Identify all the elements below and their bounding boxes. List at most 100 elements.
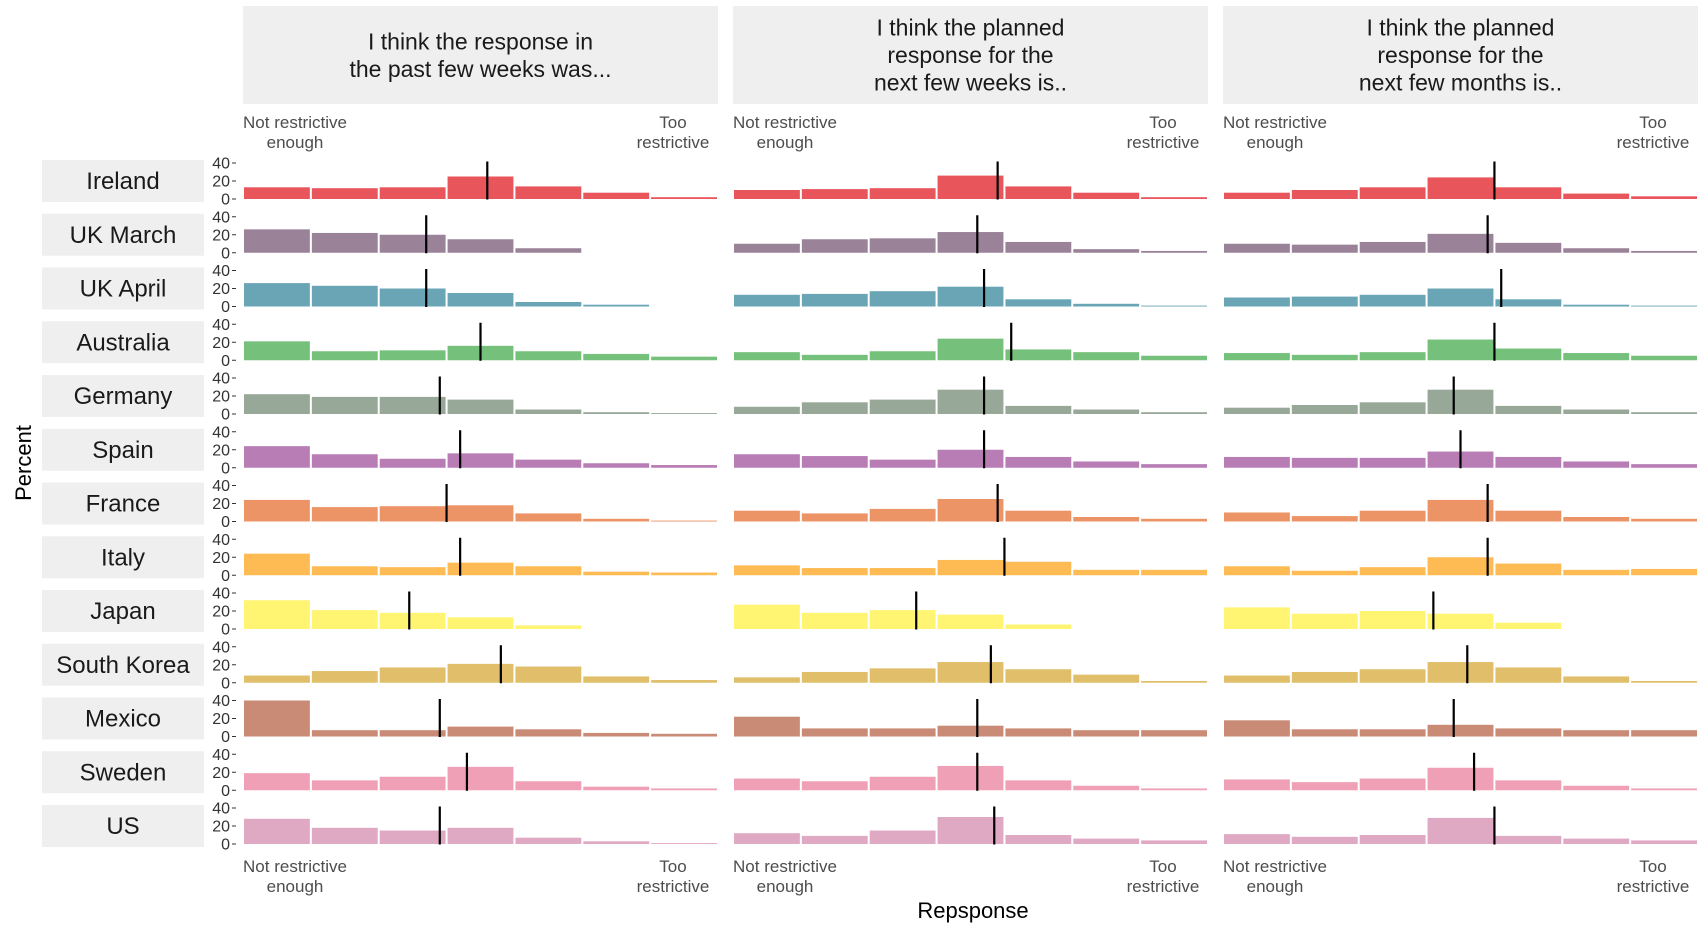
bottom-right-end-label: Too: [1149, 857, 1176, 876]
bar: [1073, 303, 1140, 307]
y-tick-label: 0: [221, 783, 230, 800]
bar: [1359, 567, 1426, 576]
bar: [1427, 233, 1494, 253]
y-tick-label: 0: [221, 299, 230, 316]
bar: [1495, 187, 1562, 199]
bar: [1563, 409, 1630, 414]
y-tick-label: 40: [212, 639, 230, 656]
bar: [583, 304, 650, 307]
bar: [311, 827, 378, 844]
bar: [1073, 409, 1140, 414]
bar: [244, 773, 310, 791]
facet-title-line: I think the response in: [368, 28, 593, 54]
bar: [1563, 838, 1630, 844]
bar: [1291, 244, 1358, 253]
bar: [1427, 613, 1494, 629]
bar: [1631, 730, 1697, 737]
bar: [1291, 671, 1358, 683]
bar: [1359, 241, 1426, 253]
facet-header-bg: [1223, 6, 1698, 104]
bar: [1291, 782, 1358, 791]
bar: [515, 302, 582, 307]
bar: [515, 409, 582, 414]
bar: [1427, 389, 1494, 414]
bar: [1224, 720, 1290, 737]
y-tick-label: 40: [212, 586, 230, 603]
bar: [447, 293, 514, 307]
facet-header-bg: [243, 6, 718, 104]
bar: [244, 553, 310, 576]
bar: [734, 677, 800, 683]
bar: [447, 176, 514, 199]
bar: [1563, 569, 1630, 576]
top-right-end-label: Too: [1149, 113, 1176, 132]
bar: [869, 568, 936, 576]
bar: [1495, 299, 1562, 307]
bar: [1631, 412, 1697, 414]
bottom-left-end-label: enough: [267, 877, 324, 896]
bar: [1631, 840, 1697, 844]
bar: [1005, 669, 1072, 683]
bar: [515, 186, 582, 199]
y-tick-label: 0: [221, 460, 230, 477]
bar: [651, 356, 717, 361]
row-label: US: [106, 813, 139, 840]
bar: [1495, 667, 1562, 683]
bar: [1427, 339, 1494, 361]
row-strip-bg: [42, 536, 204, 579]
bar: [1073, 352, 1140, 361]
bar: [311, 351, 378, 361]
bar: [651, 788, 717, 791]
bar: [447, 617, 514, 629]
y-tick-label: 0: [221, 245, 230, 262]
y-tick-label: 20: [212, 174, 230, 191]
bar: [1005, 241, 1072, 253]
bar: [515, 459, 582, 468]
bar: [515, 248, 582, 253]
bar: [379, 667, 446, 683]
bar: [734, 406, 800, 414]
bar: [801, 781, 868, 791]
y-tick-label: 40: [212, 263, 230, 280]
bottom-right-end-label: Too: [1639, 857, 1666, 876]
bar: [515, 625, 582, 629]
bar: [515, 781, 582, 791]
bar: [379, 396, 446, 414]
bar: [801, 513, 868, 522]
bar: [1141, 730, 1207, 737]
bar: [515, 566, 582, 576]
bar: [1224, 243, 1290, 253]
bar: [1631, 305, 1697, 307]
bar: [1224, 407, 1290, 414]
bar: [869, 508, 936, 522]
bar: [244, 446, 310, 468]
y-axes: 0204002040020400204002040020400204002040…: [212, 156, 236, 854]
bar: [801, 293, 868, 307]
bar: [311, 454, 378, 468]
bar: [1427, 817, 1494, 844]
row-strip-bg: [42, 590, 204, 632]
bar: [734, 190, 800, 199]
bar: [515, 666, 582, 683]
row-strip-bg: [42, 321, 204, 364]
bar: [651, 413, 717, 414]
bar: [1563, 730, 1630, 737]
bar: [734, 454, 800, 468]
bar: [447, 827, 514, 844]
row-strip-bg: [42, 697, 204, 740]
bar: [1224, 456, 1290, 468]
bar: [583, 676, 650, 683]
bar: [1005, 561, 1072, 576]
bar: [583, 732, 650, 737]
bar: [801, 671, 868, 683]
row-strip-bg: [42, 805, 204, 847]
bar: [244, 700, 310, 737]
bar: [311, 671, 378, 683]
bar: [1224, 675, 1290, 683]
bar: [1291, 516, 1358, 522]
row-strip-bg: [42, 751, 204, 794]
bar: [1141, 464, 1207, 468]
y-tick-label: 40: [212, 209, 230, 226]
y-tick-label: 0: [221, 622, 230, 639]
